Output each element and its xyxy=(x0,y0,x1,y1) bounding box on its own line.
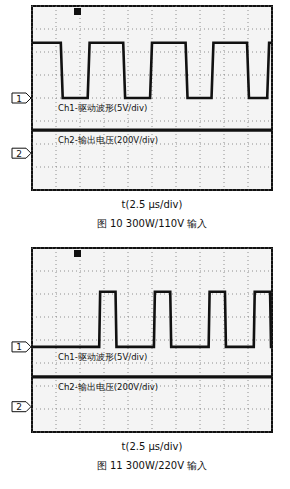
page: Ch1-驱动波形(5V/div) Ch2-输出电压(200V/div) 1 2 t(2.… xyxy=(0,0,290,489)
marker-label: 2 xyxy=(16,149,22,159)
trigger-marker xyxy=(74,250,81,257)
channel-marker: 1 xyxy=(12,93,31,104)
marker-box xyxy=(12,148,31,158)
trace-label: Ch1-驱动波形(5V/div) xyxy=(58,103,147,113)
figure-caption: 图 10 300W/110V 输入 xyxy=(97,218,208,229)
trace-label: Ch1-驱动波形(5V/div) xyxy=(58,352,147,362)
traces xyxy=(32,43,272,130)
grid-line-y xyxy=(32,248,272,249)
grid-line-y xyxy=(32,340,272,341)
scope-panel: Ch1-驱动波形(5V/div) Ch2-输出电压(200V/div) 1 2 t(2.… xyxy=(12,248,272,471)
trace-label: Ch2-输出电压(200V/div) xyxy=(58,135,158,145)
grid-line-y xyxy=(32,6,272,7)
channel-marker: 2 xyxy=(12,402,31,413)
marker-box xyxy=(12,342,31,352)
marker-label: 2 xyxy=(16,402,22,412)
marker-box xyxy=(12,402,31,412)
scope-screen xyxy=(32,6,272,190)
channel-marker: 2 xyxy=(12,148,31,159)
trace xyxy=(32,292,272,347)
grid-line-y xyxy=(32,271,272,272)
grid-line-y xyxy=(32,363,272,364)
traces xyxy=(32,292,272,377)
x-label: t(2.5 μs/div) xyxy=(122,199,183,210)
channel-marker: 1 xyxy=(12,342,31,353)
grid-line-y xyxy=(32,121,272,122)
scope-screen xyxy=(32,248,272,432)
scope-panel: Ch1-驱动波形(5V/div) Ch2-输出电压(200V/div) 1 2 t(2.… xyxy=(12,6,272,229)
grid-line-y xyxy=(32,317,272,318)
grid-line-y xyxy=(32,409,272,410)
trace xyxy=(32,129,272,132)
marker-label: 1 xyxy=(16,94,22,104)
grid-line-y xyxy=(32,432,272,433)
trace-label: Ch2-输出电压(200V/div) xyxy=(58,382,158,392)
marker-label: 1 xyxy=(16,342,22,352)
figure-caption: 图 11 300W/220V 输入 xyxy=(97,460,208,471)
grid-line-y xyxy=(32,294,272,295)
trace xyxy=(32,375,272,378)
trigger-marker xyxy=(74,8,81,15)
grid-line-y xyxy=(32,167,272,168)
grid-line-y xyxy=(32,190,272,191)
grid-line-y xyxy=(32,29,272,30)
x-label: t(2.5 μs/div) xyxy=(122,441,183,452)
marker-box xyxy=(12,93,31,103)
trace xyxy=(32,43,272,98)
